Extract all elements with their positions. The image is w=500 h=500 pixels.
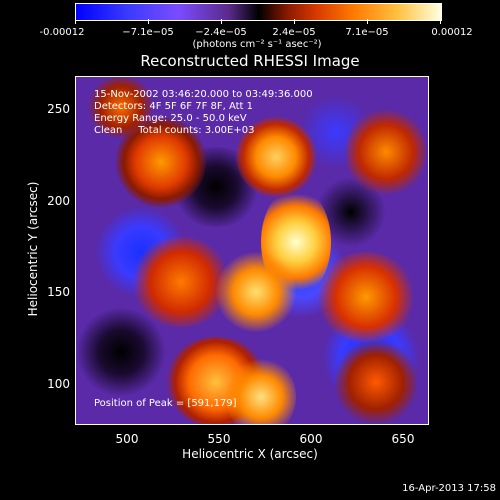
colorbar-tick xyxy=(75,19,76,24)
colorbar-tick xyxy=(367,19,368,24)
colorbar-tick-label: −2.4e−05 xyxy=(195,27,247,38)
y-tick-label: 150 xyxy=(47,285,70,299)
info-time-range: 15-Nov-2002 03:46:20.000 to 03:49:36.000 xyxy=(94,89,313,100)
colorbar-tick xyxy=(294,19,295,24)
y-tick-label: 200 xyxy=(47,194,70,208)
y-axis-title: Heliocentric Y (arcsec) xyxy=(26,181,40,317)
info-total-counts: Clean Total counts: 3.00E+03 xyxy=(94,125,255,136)
colorbar-tick xyxy=(440,19,441,24)
x-tick-label: 500 xyxy=(115,432,139,446)
colorbar-tick xyxy=(221,19,222,24)
colorbar-tick-label: 0.00012 xyxy=(431,27,473,38)
x-tick-label: 650 xyxy=(391,432,415,446)
colorbar-tick-label: 7.1e−05 xyxy=(345,27,389,38)
colorbar-tick-label: -0.00012 xyxy=(39,27,85,38)
timestamp: 16-Apr-2013 17:58 xyxy=(402,483,496,494)
x-tick-label: 550 xyxy=(207,432,231,446)
peak-position-label: Position of Peak = [591,179] xyxy=(94,398,237,409)
colorbar-tick-label: −7.1e−05 xyxy=(122,27,174,38)
x-axis-title: Heliocentric X (arcsec) xyxy=(182,447,318,461)
colorbar-tick-label: 2.4e−05 xyxy=(272,27,316,38)
colorbar-unit-label: (photons cm⁻² s⁻¹ asec⁻²) xyxy=(192,39,322,50)
image-title: Reconstructed RHESSI Image xyxy=(140,52,360,70)
colorbar xyxy=(75,3,442,21)
y-axis: 250 200 150 100 xyxy=(0,0,70,500)
x-tick-label: 600 xyxy=(299,432,323,446)
info-energy-range: Energy Range: 25.0 - 50.0 keV xyxy=(94,113,247,124)
colorbar-tick xyxy=(148,19,149,24)
rhessi-image: 15-Nov-2002 03:46:20.000 to 03:49:36.000… xyxy=(75,76,429,425)
y-tick-label: 250 xyxy=(47,102,70,116)
info-detectors: Detectors: 4F 5F 6F 7F 8F, Att 1 xyxy=(94,101,254,112)
y-tick-label: 100 xyxy=(47,377,70,391)
